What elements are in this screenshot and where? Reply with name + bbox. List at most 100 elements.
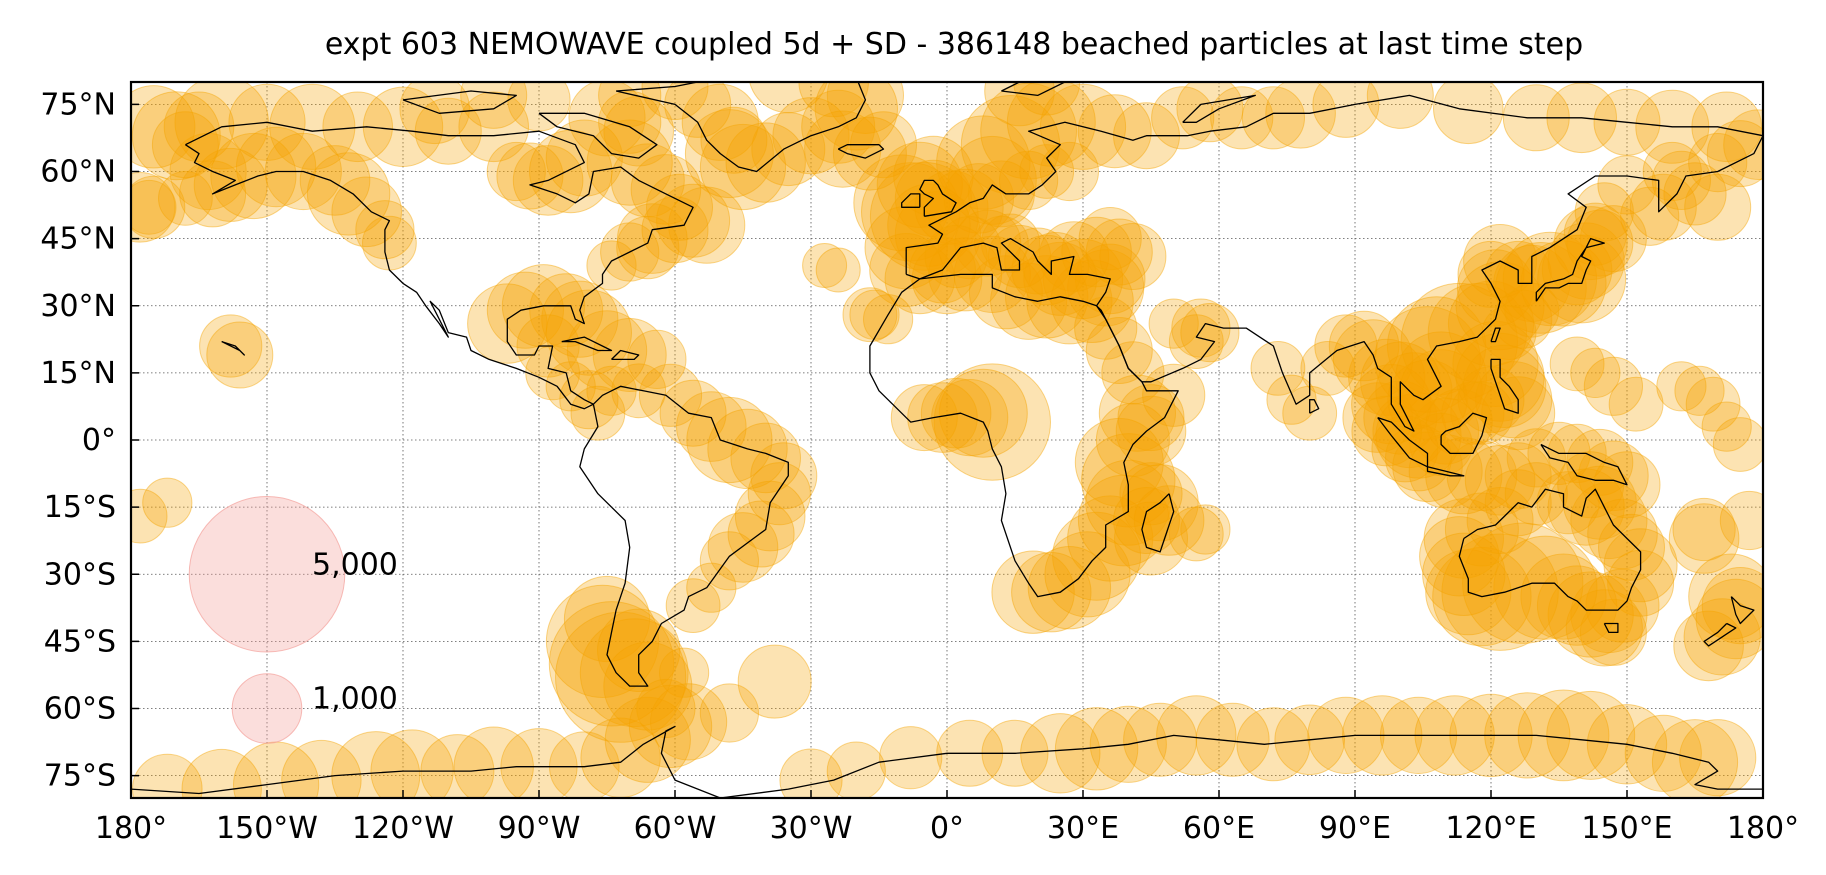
particle-bubble [911, 243, 983, 315]
particle-bubble [1156, 695, 1237, 776]
particle-bubble [1250, 341, 1306, 396]
particle-bubble [1314, 314, 1378, 378]
particle-bubble [1624, 714, 1702, 792]
particle-bubble [1579, 205, 1647, 273]
particle-bubble [1462, 344, 1547, 428]
particle-bubble [604, 696, 691, 783]
particle-bubble [1210, 86, 1274, 150]
particle-bubble [1433, 82, 1504, 145]
coastline-eurasia [905, 94, 1763, 432]
particle-bubble [1642, 141, 1702, 202]
particle-bubble [1651, 150, 1712, 210]
particle-bubble [1115, 395, 1187, 467]
coastline-ireland [901, 193, 921, 208]
particle-bubble [1504, 462, 1568, 526]
particle-bubble [1085, 317, 1153, 384]
map-title: expt 603 NEMOWAVE coupled 5d + SD - 3861… [325, 27, 1583, 62]
particle-bubble [1265, 82, 1336, 149]
particle-bubble [1027, 546, 1112, 630]
particle-bubble [322, 91, 394, 163]
particle-bubble [1266, 374, 1317, 425]
particle-bubble [630, 154, 702, 225]
particle-bubble [1597, 155, 1657, 215]
particle-bubble [1598, 513, 1665, 581]
particle-bubble [1549, 336, 1605, 392]
particle-bubble [641, 82, 709, 120]
particle-bubble [399, 82, 470, 145]
particle-bubble [668, 186, 746, 264]
particle-bubble [1450, 381, 1514, 445]
coastline-japan [1535, 237, 1605, 302]
particle-bubble [750, 442, 818, 510]
coastline-tasmania [1603, 622, 1619, 634]
particle-bubble [1039, 141, 1100, 202]
coastline-borneo [1440, 412, 1488, 455]
lon-tick-label: 90°E [1319, 811, 1391, 846]
particle-bubble [954, 209, 1022, 277]
particle-bubble [861, 162, 961, 262]
particle-bubble [826, 82, 904, 134]
coastline-philippines [1490, 358, 1519, 414]
particle-bubble [999, 150, 1059, 210]
particle-bubble [641, 196, 709, 264]
particle-bubble [1688, 133, 1748, 193]
particle-bubble [1348, 338, 1426, 416]
legend-label: 5,000 [312, 547, 398, 582]
lon-tick-label: 60°W [634, 811, 717, 846]
coastline-australia [1458, 488, 1642, 611]
particle-bubble [686, 396, 773, 484]
particle-bubble [1095, 403, 1170, 477]
particle-bubble [1685, 376, 1741, 432]
coastline-uk [919, 179, 957, 217]
particle-bubble [206, 321, 274, 389]
particle-bubble [1312, 82, 1380, 138]
particle-bubble [1574, 182, 1634, 242]
longitude-ticks: 180° 150°W 120°W 90°W 60°W 30°W 0° 30°E 60°E 90°E… [95, 790, 1799, 846]
particle-bubble [1332, 319, 1414, 400]
particle-bubble [684, 109, 774, 199]
particle-bubble [1011, 552, 1092, 633]
particle-bubble [1493, 289, 1553, 349]
lon-tick-label: 180° [1727, 811, 1799, 846]
particle-bubble [1441, 533, 1559, 651]
particle-bubble [842, 287, 898, 343]
particle-bubble [1484, 442, 1552, 510]
particle-bubble [559, 370, 619, 430]
lat-tick-label: 60°N [40, 155, 116, 190]
particle-bubble [1363, 380, 1438, 455]
particle-bubble [779, 748, 843, 798]
particle-bubble [665, 578, 721, 633]
particle-bubble [299, 145, 371, 216]
particle-bubble [798, 82, 869, 118]
particle-bubble [1464, 445, 1536, 516]
particle-bubble [1077, 94, 1152, 169]
coastline-novaya-zemlya [1182, 94, 1256, 123]
particle-bubble [507, 82, 571, 132]
particle-bubble [1546, 690, 1636, 780]
particle-bubble [1117, 384, 1185, 452]
particle-bubble [659, 379, 727, 447]
particle-bubble [893, 135, 974, 217]
coastline-africa [869, 273, 1179, 598]
coastline-arctic-islands [402, 90, 517, 114]
particle-bubble [832, 116, 907, 191]
lat-tick-label: 30°N [40, 289, 116, 324]
particle-bubble [681, 83, 759, 161]
particle-bubble [987, 224, 1052, 289]
particle-bubble [926, 168, 1004, 246]
particle-bubble [1004, 255, 1089, 339]
particle-bubble [730, 422, 802, 494]
particle-bubble [1300, 341, 1356, 396]
particle-bubble [664, 82, 732, 138]
particle-bubble [1712, 417, 1763, 472]
particle-bubble [1067, 249, 1145, 327]
coastline-new-guinea [1540, 443, 1628, 486]
particle-bubble [235, 126, 317, 208]
particle-bubble [984, 82, 1055, 127]
particle-bubble [1553, 206, 1628, 281]
particle-bubble [1236, 707, 1311, 782]
lon-tick-label: 120°E [1445, 811, 1536, 846]
particle-bubble [1620, 186, 1680, 246]
particle-bubble [597, 608, 681, 692]
